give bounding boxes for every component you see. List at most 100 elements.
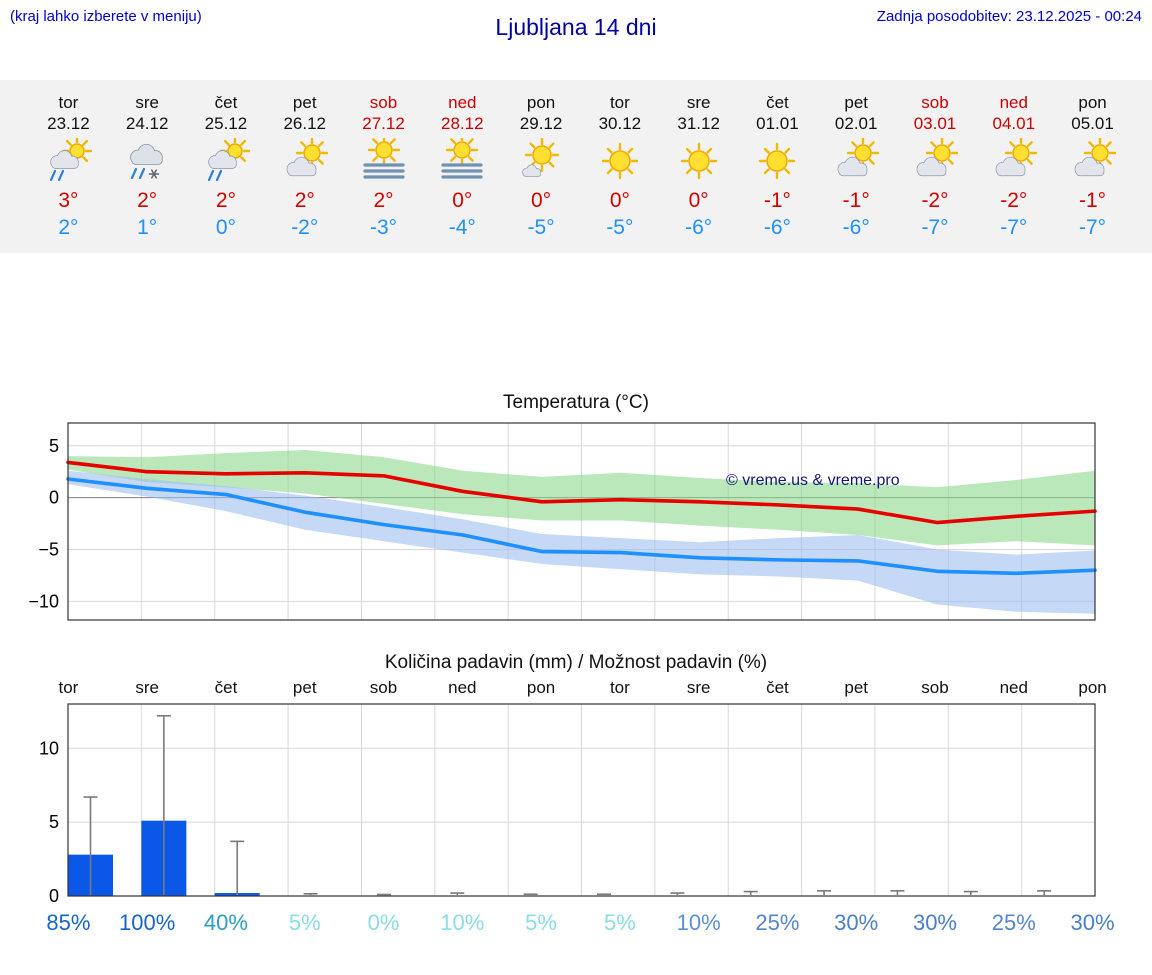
day-min-temp: -6° [763, 216, 791, 239]
day-date: 31.12 [677, 114, 720, 133]
day-min-temp: -2° [291, 216, 319, 239]
day-column: sob 03.01 -2° -7° [896, 92, 975, 241]
day-max-temp: 2° [373, 189, 394, 212]
precip-day-label: sob [921, 678, 949, 697]
day-date: 27.12 [362, 114, 405, 133]
day-date: 26.12 [283, 114, 326, 133]
day-name: pet [844, 93, 869, 112]
day-max-temp: 0° [452, 189, 473, 212]
precip-probability: 25% [991, 910, 1036, 935]
precipitation-chart-title: Količina padavin (mm) / Možnost padavin … [384, 652, 768, 673]
day-max-temp: -2° [1000, 189, 1028, 212]
precip-probability: 40% [203, 910, 248, 935]
day-min-temp: -7° [1000, 216, 1028, 239]
day-name: pet [292, 93, 317, 112]
day-min-temp: 2° [58, 216, 79, 239]
day-date: 02.01 [834, 114, 878, 133]
day-name: tor [58, 93, 79, 112]
day-min-temp: 0° [215, 216, 236, 239]
precip-probability: 100% [119, 910, 176, 935]
menu-note: (kraj lahko izberete v meniju) [10, 8, 202, 25]
day-date: 01.01 [756, 114, 799, 133]
precip-day-label: čet [766, 678, 789, 697]
day-min-temp: -6° [685, 216, 713, 239]
day-column: tor 30.12 0° -5° [580, 92, 659, 241]
forecast-strip: tor 23.12 3° 2° sre 24.12 2° 1° čet 25.12 2° 0° pet 2… [0, 80, 1152, 253]
day-date: 03.01 [913, 114, 957, 133]
day-column: sre 24.12 2° 1° [108, 92, 187, 241]
precip-day-label: čet [214, 678, 238, 697]
temperature-chart-title: Temperatura (°C) [503, 392, 649, 413]
day-max-temp: 2° [137, 189, 158, 212]
day-max-temp: -1° [1079, 189, 1107, 212]
sun-cloud-icon [1053, 136, 1132, 186]
sun-cloud-rain-icon [29, 136, 108, 186]
day-date: 23.12 [47, 114, 90, 133]
sun-cloud-icon [896, 136, 975, 186]
day-max-temp: 2° [294, 189, 315, 212]
sun-small-cloud-icon [502, 136, 581, 186]
day-column: pon 29.12 0° -5° [502, 92, 581, 241]
precip-probability: 10% [676, 910, 721, 935]
precip-day-label: sre [686, 678, 711, 697]
cloud-rain-snow-icon [108, 136, 187, 186]
svg-text:5: 5 [49, 436, 59, 456]
precip-probability: 25% [755, 910, 800, 935]
sun-cloud-icon [265, 136, 344, 186]
sun-icon [738, 136, 817, 186]
svg-text:−5: −5 [38, 539, 59, 559]
day-column: pon 05.01 -1° -7° [1053, 92, 1132, 241]
day-date: 24.12 [125, 114, 169, 133]
svg-text:0: 0 [49, 886, 59, 906]
day-name: pon [526, 93, 556, 112]
precip-day-labels: tor sre čet pet sob ned pon tor sre čet pet sob ned p… [29, 677, 1132, 699]
precip-day-label: tor [609, 678, 630, 697]
day-column: pet 26.12 2° -2° [265, 92, 344, 241]
day-max-temp: 0° [609, 189, 630, 212]
day-min-temp: -5° [606, 216, 634, 239]
sun-cloud-rain-icon [187, 136, 266, 186]
precip-probability: 5% [525, 910, 557, 935]
day-max-temp: 0° [531, 189, 552, 212]
day-max-temp: -2° [921, 189, 949, 212]
svg-text:10: 10 [39, 738, 59, 758]
day-name: tor [609, 93, 630, 112]
day-max-temp: 3° [58, 189, 79, 212]
page-title: Ljubljana 14 dni [495, 14, 657, 40]
day-name: sre [686, 93, 711, 112]
sun-cloud-icon [817, 136, 896, 186]
day-min-temp: -4° [448, 216, 476, 239]
temperature-chart: 5 0 −5 −10 © vreme.us & vreme.pro [28, 422, 1097, 621]
day-name: sob [369, 93, 398, 112]
svg-text:5: 5 [49, 812, 59, 832]
day-date: 29.12 [519, 114, 563, 133]
day-min-temp: -6° [842, 216, 870, 239]
precip-day-label: sre [135, 678, 159, 697]
fog-sun-icon [344, 136, 423, 186]
svg-text:0: 0 [49, 488, 59, 508]
day-name: ned [448, 93, 477, 112]
precip-day-label: pon [526, 678, 556, 697]
day-date: 25.12 [204, 114, 248, 133]
page-header: (kraj lahko izberete v meniju) Ljubljana… [0, 0, 1152, 46]
temperature-section: Temperatura (°C) 5 0 −5 −10 © vreme.us & vre… [0, 391, 1152, 627]
precip-day-label: ned [448, 678, 477, 697]
day-name: pon [1078, 93, 1107, 112]
last-updated: Zadnja posodobitev: 23.12.2025 - 00:24 [876, 8, 1142, 25]
day-min-temp: -3° [369, 216, 398, 239]
precip-probability: 5% [603, 910, 636, 935]
day-column: pet 02.01 -1° -6° [817, 92, 896, 241]
sun-icon [580, 136, 659, 186]
precip-day-label: pon [1078, 678, 1107, 697]
precip-day-label: ned [999, 678, 1028, 697]
sun-cloud-icon [974, 136, 1053, 186]
precip-day-label: tor [58, 678, 79, 697]
day-name: čet [214, 93, 238, 112]
day-column: ned 28.12 0° -4° [423, 92, 502, 241]
day-min-temp: -5° [527, 216, 555, 239]
day-max-temp: 2° [215, 189, 236, 212]
weather-forecast-page: (kraj lahko izberete v meniju) Ljubljana… [0, 0, 1152, 935]
precip-day-label: pet [292, 678, 317, 697]
svg-text:−10: −10 [28, 591, 59, 611]
day-column: sre 31.12 0° -6° [659, 92, 738, 241]
